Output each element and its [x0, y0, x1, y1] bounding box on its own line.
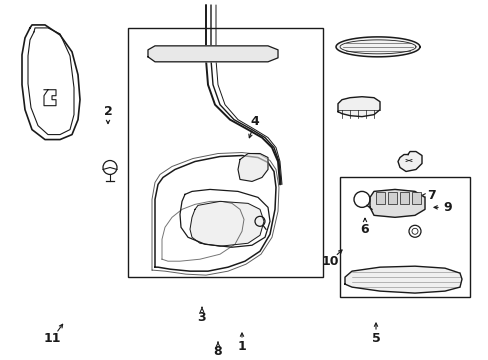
Text: 10: 10 — [321, 255, 338, 268]
Text: 2: 2 — [103, 105, 112, 118]
Text: 1: 1 — [237, 341, 246, 354]
Polygon shape — [238, 153, 267, 181]
Bar — [399, 192, 408, 204]
Text: 6: 6 — [360, 223, 368, 236]
Polygon shape — [337, 97, 379, 117]
Text: 4: 4 — [250, 115, 259, 128]
Polygon shape — [335, 37, 419, 57]
Bar — [339, 177, 469, 297]
Polygon shape — [148, 46, 278, 62]
Polygon shape — [369, 189, 424, 217]
Bar — [387, 192, 396, 204]
Bar — [411, 192, 420, 204]
Text: 9: 9 — [443, 201, 451, 214]
Text: 11: 11 — [43, 332, 61, 346]
Text: 7: 7 — [427, 189, 435, 202]
Text: 3: 3 — [197, 311, 206, 324]
Polygon shape — [397, 152, 421, 171]
Polygon shape — [190, 201, 264, 246]
Text: 5: 5 — [371, 332, 380, 346]
Bar — [375, 192, 384, 204]
Polygon shape — [345, 266, 461, 293]
Text: 8: 8 — [213, 345, 222, 359]
Bar — [128, 28, 323, 277]
